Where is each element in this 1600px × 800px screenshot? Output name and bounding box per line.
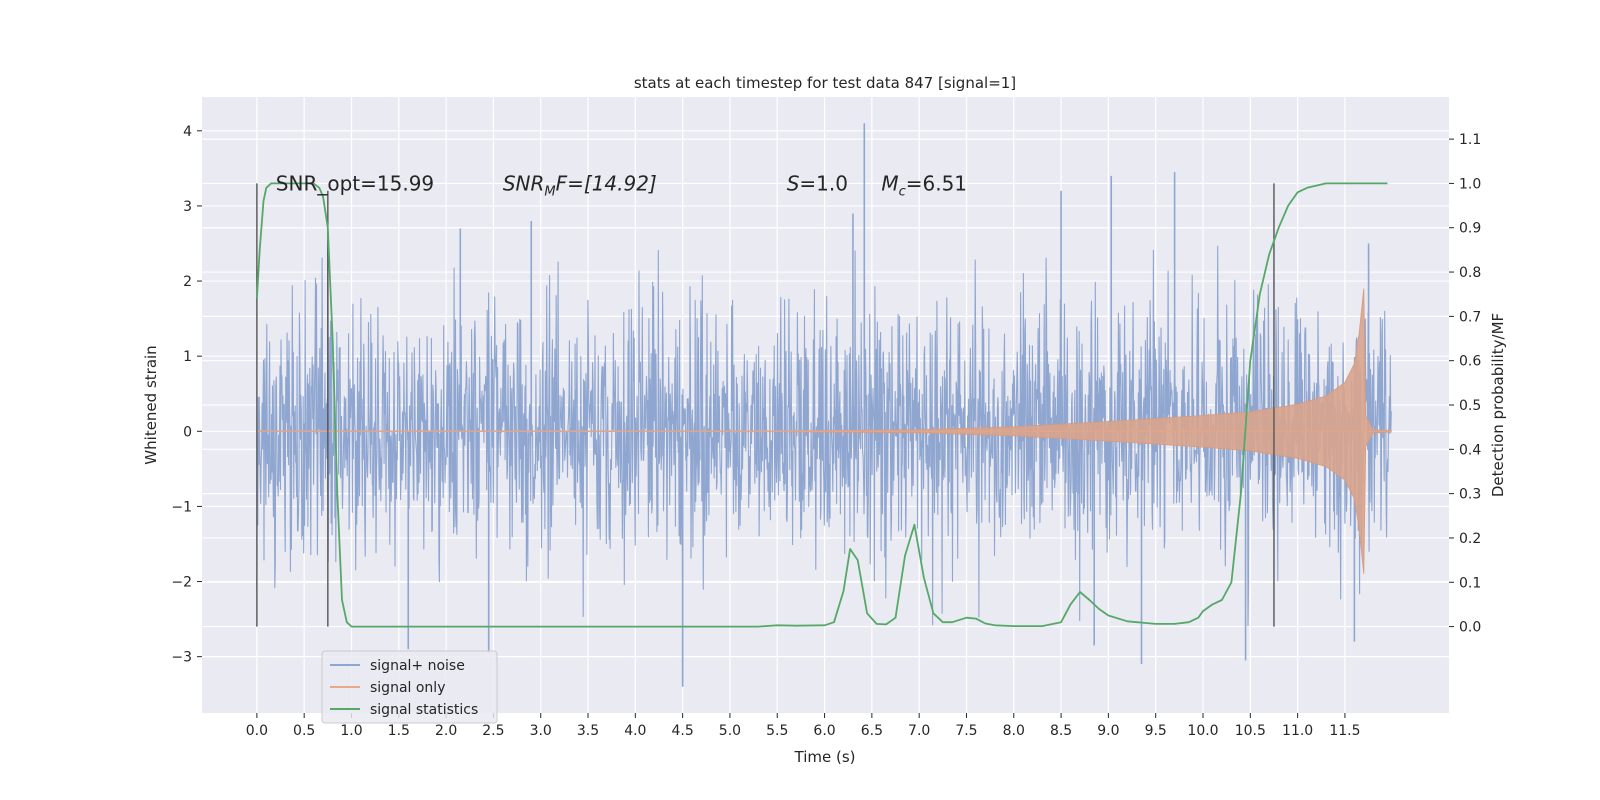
chart-title: stats at each timestep for test data 847…: [634, 74, 1016, 92]
y-tick-label: 3: [183, 199, 192, 215]
y-right-tick-label: 0.8: [1459, 265, 1481, 281]
x-tick-label: 10.0: [1187, 723, 1218, 739]
x-tick-label: 7.0: [908, 723, 930, 739]
y-right-tick-label: 0.5: [1459, 398, 1481, 414]
y-right-tick-label: 0.3: [1459, 487, 1481, 503]
y-tick-label: −3: [171, 650, 192, 666]
y-tick-label: 0: [183, 424, 192, 440]
y-right-tick-label: 0.4: [1459, 442, 1481, 458]
legend: signal+ noise signal only signal statistic…: [321, 650, 498, 724]
x-tick-label: 6.5: [861, 723, 883, 739]
data-layer: [256, 123, 1392, 687]
x-tick-label: 3.5: [577, 723, 599, 739]
x-tick-label: 10.5: [1235, 723, 1266, 739]
series-signal-noise-line: [256, 245, 1392, 627]
y-right-tick-label: 1.1: [1459, 132, 1481, 148]
y-right-tick-label: 0.7: [1459, 309, 1481, 325]
x-tick-label: 0.5: [293, 723, 315, 739]
y-tick-label: −1: [171, 499, 192, 515]
x-tick-label: 5.0: [719, 723, 741, 739]
x-tick-label: 9.5: [1145, 723, 1167, 739]
legend-box: [321, 650, 498, 724]
tick-layer: 0.0 0.5 1.0 1.5 2.0 2.5 3.0 3.5 4.0 4.5 5.0 5.5 6.0 6…: [171, 124, 1481, 739]
x-tick-label: 5.5: [766, 723, 788, 739]
x-tick-label: 9.0: [1097, 723, 1119, 739]
legend-label: signal statistics: [370, 702, 478, 718]
annotation-2: S=1.0: [787, 171, 848, 195]
y-tick-label: 1: [183, 349, 192, 365]
x-tick-label: 6.0: [813, 723, 835, 739]
x-tick-label: 1.5: [388, 723, 410, 739]
x-tick-label: 2.5: [482, 723, 504, 739]
y-right-tick-label: 0.0: [1459, 620, 1481, 636]
y-axis-label: Whitened strain: [142, 345, 160, 464]
y-tick-label: 2: [183, 274, 192, 290]
x-tick-label: 3.0: [530, 723, 552, 739]
annotation-layer: SNR_opt=15.99 SNRMF=[14.92] S=1.0 Mc=6.51: [276, 171, 967, 199]
series-signal-statistics-line: [256, 182, 1388, 628]
x-tick-label: 8.0: [1003, 723, 1025, 739]
y-right-tick-label: 0.6: [1459, 354, 1481, 370]
y-right-tick-label: 0.1: [1459, 575, 1481, 591]
y-tick-label: 4: [183, 124, 192, 140]
x-tick-label: 4.0: [624, 723, 646, 739]
x-tick-label: 11.0: [1282, 723, 1313, 739]
y-right-tick-label: 1.0: [1459, 176, 1481, 192]
x-tick-label: 4.5: [672, 723, 694, 739]
y-right-tick-label: 0.2: [1459, 531, 1481, 547]
x-tick-label: 8.5: [1050, 723, 1072, 739]
x-tick-label: 7.5: [955, 723, 977, 739]
x-tick-label: 0.0: [246, 723, 268, 739]
annotation-1: SNRMF=[14.92]: [503, 171, 657, 199]
x-tick-label: 1.0: [340, 723, 362, 739]
x-tick-label: 2.0: [435, 723, 457, 739]
annotation-3: Mc=6.51: [881, 171, 967, 199]
x-axis-label: Time (s): [794, 748, 856, 766]
annotation-0: SNR_opt=15.99: [276, 171, 434, 195]
legend-label: signal only: [370, 680, 445, 696]
y-right-tick-label: 0.9: [1459, 221, 1481, 237]
legend-label: signal+ noise: [370, 658, 465, 674]
y-tick-label: −2: [171, 575, 192, 591]
x-tick-label: 11.5: [1329, 723, 1360, 739]
y-axis-right-label: Detection probability/MF: [1489, 313, 1507, 497]
